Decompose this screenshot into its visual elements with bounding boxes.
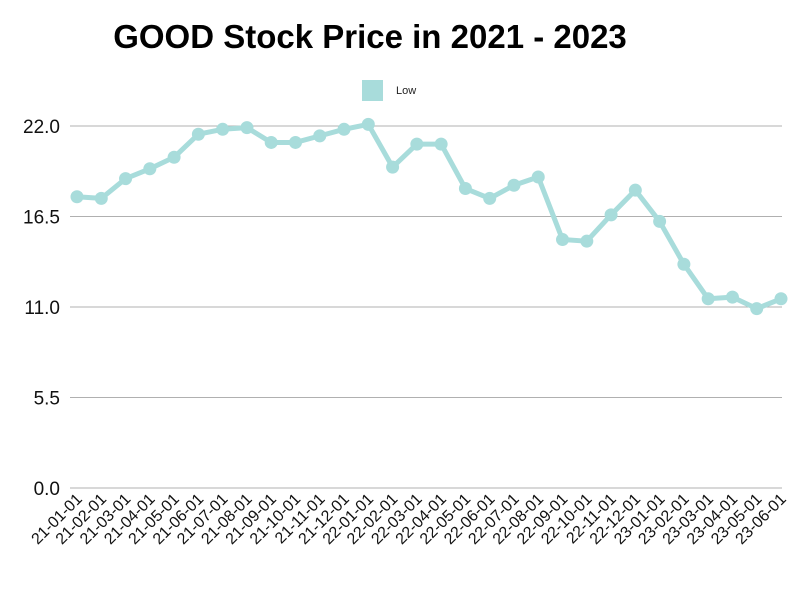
data-point [410,137,424,151]
legend-swatch [362,80,383,101]
data-point [191,127,205,141]
data-point [531,170,545,184]
data-point [628,183,642,197]
series-layer [70,117,788,316]
data-point [507,178,521,192]
data-point [337,122,351,136]
data-point [313,129,327,143]
data-point [701,292,715,306]
data-point [94,191,108,205]
x-axis-tick-labels: 21-01-0121-02-0121-03-0121-04-0121-05-01… [29,491,790,548]
legend: Low [362,80,416,101]
y-tick-label: 11.0 [24,298,60,319]
data-point [483,191,497,205]
data-point [240,121,254,135]
gridlines [70,125,782,489]
data-point [774,292,788,306]
data-point [556,233,570,247]
data-point [143,162,157,176]
y-tick-label: 22.0 [23,117,60,138]
data-point [725,290,739,304]
data-point [580,234,594,248]
data-point [167,150,181,164]
data-point [288,135,302,149]
data-point [750,302,764,316]
data-point [604,208,618,222]
data-point [677,257,691,271]
data-point [361,117,375,131]
data-point [216,122,230,136]
data-point [458,182,472,196]
y-tick-label: 16.5 [23,208,60,229]
chart-title: GOOD Stock Price in 2021 - 2023 [113,18,627,55]
data-point [264,135,278,149]
y-tick-label: 5.5 [34,389,60,410]
legend-label: Low [396,84,417,97]
data-point [434,137,448,151]
data-point [653,214,667,228]
y-axis-tick-labels: 0.0 5.5 11.0 16.5 22.0 [23,117,60,500]
y-tick-label: 0.0 [34,479,60,500]
data-point [119,172,133,186]
data-point [386,160,400,174]
data-point [70,190,84,204]
